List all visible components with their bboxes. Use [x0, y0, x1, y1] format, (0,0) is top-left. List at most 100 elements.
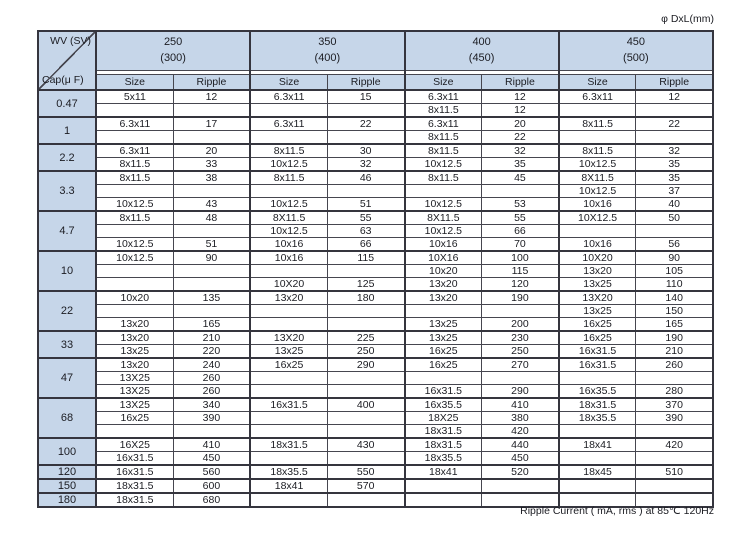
- ripple-cell: 200: [481, 317, 560, 332]
- ripple-cell: 50: [635, 210, 715, 225]
- size-cell: 10x12.5: [95, 250, 174, 265]
- ripple-cell: 55: [326, 210, 406, 225]
- voltage-surge: (400): [314, 52, 341, 64]
- size-cell: 10X16: [403, 250, 483, 265]
- ripple-cell: 250: [481, 344, 560, 359]
- size-cell: [249, 184, 328, 198]
- cap-cell: 22: [37, 290, 97, 332]
- ripple-cell: 55: [481, 210, 560, 225]
- size-cell: 10x12.5: [95, 197, 174, 212]
- table-row: 8x11.5 33 10x12.5 32 10x12.5 35 10x12.5 35: [38, 157, 715, 172]
- ripple-cell: [326, 103, 406, 118]
- table-row: 8x11.5 12: [38, 103, 715, 118]
- size-cell: [95, 424, 174, 439]
- table-row: 10x12.5 63 10x12.5 66: [38, 224, 715, 238]
- ripple-cell: 15: [326, 89, 406, 104]
- ripple-cell: [635, 478, 715, 494]
- table-row: 16x31.5 450 18x35.5 450: [38, 451, 715, 466]
- size-cell: [249, 451, 328, 466]
- ripple-cell: 105: [635, 264, 715, 278]
- size-cell: 16x25: [558, 317, 637, 332]
- size-cell: 8X11.5: [558, 170, 637, 185]
- ripple-cell: 12: [481, 103, 560, 118]
- ripple-cell: 270: [481, 357, 560, 372]
- size-cell: 16x25: [249, 357, 328, 372]
- table-row: 16x25 390 18X25 380 18x35.5 390: [38, 411, 715, 425]
- size-cell: [249, 371, 328, 385]
- ripple-cell: 37: [635, 184, 715, 198]
- ripple-cell: 53: [481, 197, 560, 212]
- size-cell: 8x11.5: [249, 143, 328, 158]
- ripple-cell: 520: [481, 464, 560, 480]
- ripple-cell: 38: [172, 170, 252, 185]
- ripple-cell: [326, 264, 406, 278]
- table-row: 10x12.5 51 10x16 66 10x16 70 10x16 56: [38, 237, 715, 252]
- ripple-cell: 210: [172, 330, 252, 345]
- ripple-cell: 51: [326, 197, 406, 212]
- ripple-cell: [172, 304, 252, 318]
- header-gap: [250, 70, 406, 75]
- ripple-cell: 420: [635, 437, 715, 452]
- ripple-cell: [481, 304, 560, 318]
- size-cell: 13x20: [558, 264, 637, 278]
- size-cell: 13X20: [249, 330, 328, 345]
- voltage-surge: (500): [623, 52, 649, 64]
- size-cell: 18x41: [249, 478, 328, 494]
- size-cell: [95, 184, 174, 198]
- table-row: 13x25 150: [38, 304, 715, 318]
- voltage-column-250: 250 (300): [95, 30, 252, 71]
- size-cell: [95, 277, 174, 292]
- ripple-cell: [326, 317, 406, 332]
- size-cell: 8x11.5: [558, 116, 637, 131]
- ripple-cell: 17: [172, 116, 252, 131]
- cap-cell: 4.7: [37, 210, 97, 252]
- ripple-cell: [326, 304, 406, 318]
- ripple-header: Ripple: [481, 74, 560, 91]
- size-cell: [403, 371, 483, 385]
- ripple-cell: 340: [172, 397, 252, 412]
- size-cell: [403, 478, 483, 494]
- size-cell: 13X20: [558, 290, 637, 305]
- cap-cell: 1: [37, 116, 97, 145]
- table-row: 0.47 5x11 12 6.3x11 15 6.3x11 12 6.3x11 12: [37, 89, 715, 118]
- size-cell: [249, 317, 328, 332]
- size-cell: 13x25: [403, 317, 483, 332]
- size-cell: 10x12.5: [249, 197, 328, 212]
- ripple-cell: 120: [481, 277, 560, 292]
- size-cell: 8x11.5: [249, 170, 328, 185]
- ripple-cell: 66: [326, 237, 406, 252]
- size-cell: 6.3x11: [403, 116, 483, 131]
- size-cell: [558, 492, 637, 508]
- ripple-cell: [172, 264, 252, 278]
- voltage-main: 450: [626, 36, 646, 49]
- cap-cell: 3.3: [37, 170, 97, 212]
- ripple-cell: 32: [326, 157, 406, 172]
- table-row: 10x12.5 37: [38, 184, 715, 198]
- ripple-cell: 22: [635, 116, 715, 131]
- size-cell: [249, 384, 328, 399]
- ripple-cell: 66: [481, 224, 560, 238]
- size-cell: 18x45: [558, 464, 637, 480]
- size-cell: 16x31.5: [249, 397, 328, 412]
- ripple-cell: 35: [635, 157, 715, 172]
- ripple-cell: 280: [635, 384, 715, 399]
- ripple-cell: 440: [481, 437, 560, 452]
- ripple-cell: 290: [481, 384, 560, 399]
- header-gap: [96, 70, 252, 75]
- cap-cell: 68: [37, 397, 97, 439]
- size-cell: 10x16: [249, 237, 328, 252]
- ripple-cell: [326, 184, 406, 198]
- header-gap: [404, 70, 560, 75]
- ripple-cell: 35: [635, 170, 715, 185]
- table-row: 13X25 260 16x31.5 290 16x35.5 280: [38, 384, 715, 399]
- cap-cell: 2.2: [37, 143, 97, 172]
- ripple-cell: [172, 277, 252, 292]
- ripple-cell: 390: [635, 411, 715, 425]
- voltage-main: 400: [472, 36, 491, 49]
- size-cell: 16x25: [403, 357, 483, 372]
- ripple-cell: [635, 424, 715, 439]
- size-cell: [95, 130, 174, 145]
- ripple-cell: 260: [172, 384, 252, 399]
- size-cell: [403, 304, 483, 318]
- table-row: 13X25 260: [38, 371, 715, 385]
